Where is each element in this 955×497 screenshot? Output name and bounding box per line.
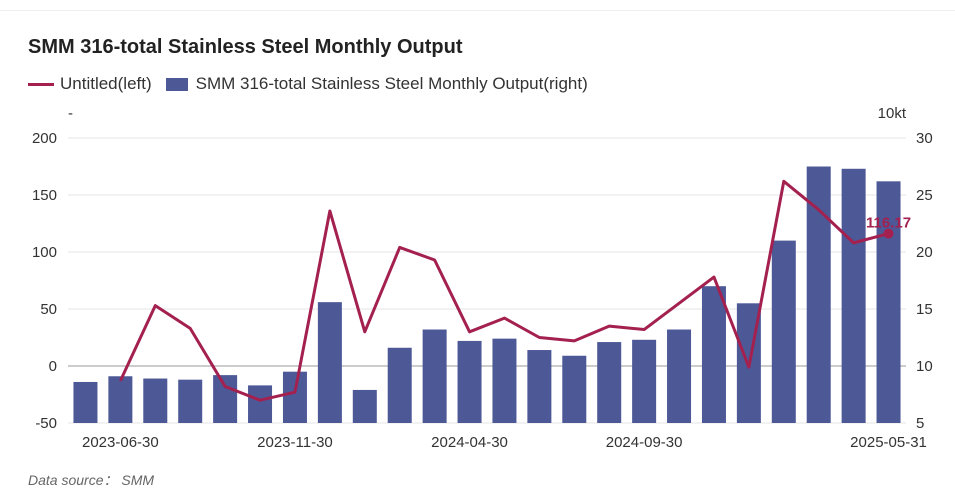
- x-axis-tick-label: 2025-05-31: [850, 434, 927, 451]
- left-axis-tick-label: -50: [35, 415, 57, 432]
- bar: [108, 376, 133, 423]
- bar: [387, 347, 412, 423]
- left-axis-tick-label: 0: [49, 358, 57, 375]
- bar: [527, 350, 552, 423]
- bar: [422, 329, 447, 423]
- chart-title: SMM 316-total Stainless Steel Monthly Ou…: [28, 36, 463, 58]
- bar: [248, 385, 273, 423]
- line-series: 116.17: [119, 179, 911, 402]
- annotation-point: [883, 228, 894, 239]
- bar: [806, 166, 831, 423]
- left-axis-tick-label: 150: [32, 187, 57, 204]
- data-source: Data source： SMM: [28, 472, 155, 488]
- right-axis-tick-label: 15: [916, 301, 933, 318]
- bar: [771, 240, 796, 423]
- right-axis-tick-label: 25: [916, 187, 933, 204]
- bar: [73, 381, 98, 423]
- right-axis-tick-label: 10: [916, 358, 933, 375]
- bar: [632, 339, 657, 423]
- axes: -50 0 50 100 150 200 5 10 15 20 25 30 - 10kt 2023-06-3…: [32, 105, 933, 451]
- line-series-path: [119, 179, 889, 402]
- top-divider: [0, 10, 955, 11]
- bar: [667, 329, 692, 423]
- chart-legend: Untitled(left) SMM 316-total Stainless S…: [28, 74, 588, 94]
- bar: [597, 342, 622, 423]
- legend-bar-swatch[interactable]: [165, 77, 188, 91]
- right-axis-unit: 10kt: [878, 105, 907, 122]
- bar: [701, 286, 726, 423]
- bar: [841, 168, 866, 423]
- bar: [457, 340, 482, 423]
- bar: [178, 379, 203, 423]
- right-axis-tick-label: 30: [916, 130, 933, 147]
- bar: [213, 375, 238, 423]
- bar: [492, 338, 517, 423]
- left-axis-tick-label: 50: [40, 301, 57, 318]
- right-axis-tick-label: 5: [916, 415, 924, 432]
- bar: [282, 371, 307, 423]
- x-axis-tick-label: 2023-11-30: [257, 434, 333, 451]
- right-axis-tick-label: 20: [916, 244, 933, 261]
- grid-lines: [68, 137, 906, 424]
- legend-line-swatch[interactable]: [28, 82, 54, 86]
- legend-item-line-label[interactable]: Untitled(left): [60, 74, 152, 93]
- legend-item-bar-label[interactable]: SMM 316-total Stainless Steel Monthly Ou…: [195, 74, 588, 93]
- x-axis-tick-label: 2024-09-30: [606, 434, 683, 451]
- x-axis-tick-label: 2024-04-30: [431, 434, 508, 451]
- x-axis-tick-label: 2023-06-30: [82, 434, 159, 451]
- bar: [352, 389, 377, 423]
- bar: [876, 181, 901, 423]
- annotation-label: 116.17: [866, 215, 911, 232]
- bar: [143, 378, 168, 423]
- left-axis-tick-label: 100: [32, 244, 57, 261]
- bar: [317, 302, 342, 423]
- bar-series: [73, 166, 901, 423]
- left-axis-tick-label: 200: [32, 130, 57, 147]
- left-axis-unit: -: [68, 105, 73, 122]
- bar: [562, 355, 587, 423]
